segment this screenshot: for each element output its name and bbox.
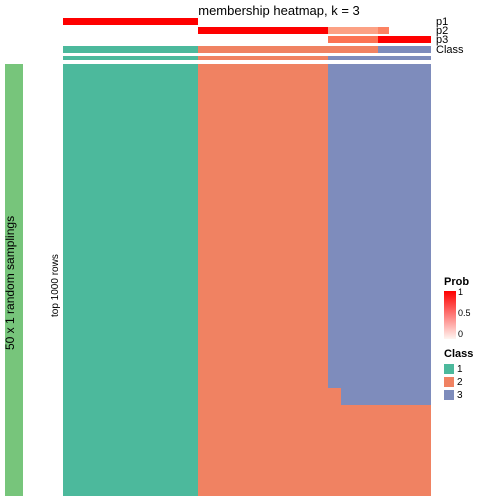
- legend-prob-tick: 0.5: [458, 308, 471, 318]
- topheat-seg: [198, 56, 328, 60]
- top1000-label: top 1000 rows: [50, 254, 61, 317]
- heat-col1: [63, 64, 198, 496]
- class-row-label: Class: [436, 44, 464, 56]
- legend-class-title: Class: [444, 348, 473, 360]
- heat-col3-top: [328, 64, 431, 388]
- p-seg: [63, 18, 198, 25]
- legend-swatch: [444, 364, 454, 374]
- topheat-seg: [63, 56, 198, 60]
- legend-prob-gradient: 10.50: [444, 291, 456, 339]
- p-seg: [63, 36, 328, 43]
- p1-row: [63, 18, 431, 25]
- top-heat-strip: [63, 56, 431, 60]
- p-seg: [378, 27, 389, 34]
- p-seg: [328, 27, 378, 34]
- class-seg: [198, 46, 378, 53]
- main-heatmap: [63, 64, 431, 496]
- p3-row: [63, 36, 431, 43]
- class-seg: [63, 46, 198, 53]
- p-seg: [198, 18, 431, 25]
- legend-class-item: 2: [444, 376, 473, 388]
- p-seg: [378, 36, 431, 43]
- legend-class-items: 1 2 3: [444, 363, 473, 401]
- legend-prob-title: Prob: [444, 276, 469, 288]
- p2-row: [63, 27, 431, 34]
- class-row: [63, 46, 431, 53]
- chart-title: membership heatmap, k = 3: [127, 3, 431, 18]
- p-seg: [328, 36, 378, 43]
- legend-prob: Prob 10.50: [444, 276, 469, 339]
- legend-class-item: 3: [444, 389, 473, 401]
- legend-item-label: 2: [457, 377, 463, 388]
- legend-prob-tick: 0: [458, 329, 463, 339]
- legend-swatch: [444, 390, 454, 400]
- legend-prob-tick: 1: [458, 287, 463, 297]
- legend-class-item: 1: [444, 363, 473, 375]
- heat-col3-step: [341, 388, 431, 405]
- left-axis-label: 50 x 1 random samplings: [3, 216, 17, 350]
- p-seg: [63, 27, 198, 34]
- legend-swatch: [444, 377, 454, 387]
- topheat-seg: [328, 56, 431, 60]
- legend-item-label: 3: [457, 390, 463, 401]
- p-seg: [198, 27, 328, 34]
- p-seg: [389, 27, 431, 34]
- legend-item-label: 1: [457, 364, 463, 375]
- legend-class: Class 1 2 3: [444, 348, 473, 402]
- class-seg: [378, 46, 431, 53]
